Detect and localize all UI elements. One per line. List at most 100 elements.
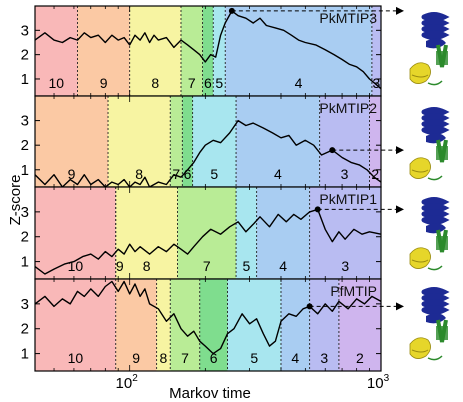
y-tick-label: 2: [21, 321, 29, 338]
marker-arrowhead: [396, 6, 404, 15]
segment-band: [115, 187, 178, 279]
y-tick-label: 2: [21, 137, 29, 154]
segment-band: [371, 6, 381, 96]
segment-band: [309, 187, 381, 279]
segment-label: 9: [100, 75, 108, 91]
loop: [427, 355, 443, 361]
segment-label: 8: [151, 75, 159, 91]
segment-band: [236, 96, 320, 187]
yellow-strand: [411, 169, 429, 173]
green-block: [436, 51, 448, 65]
segment-band: [170, 96, 183, 187]
panel-4: 10 9 8 7 6 5 4 3 2 1 2 3 PfMTIP: [21, 278, 404, 372]
segment-label: 10: [68, 350, 84, 366]
segment-band: [309, 279, 339, 371]
green-block: [436, 326, 448, 340]
y-tick-label: 3: [21, 22, 29, 39]
y-tick-label: 1: [21, 162, 29, 179]
segment-label: 9: [132, 350, 140, 366]
segment-band: [115, 279, 157, 371]
loop: [427, 175, 443, 181]
marker-arrowhead: [396, 302, 404, 311]
x-tick-label: 102: [116, 373, 139, 392]
protein-structure-4: [409, 287, 450, 361]
panel-2: 9 8 7 6 5 4 3 2 1 2 3 PkMTIP2: [21, 95, 404, 188]
series-line: [34, 10, 382, 90]
segment-label: 8: [135, 166, 143, 182]
helix-coil: [421, 30, 450, 40]
segment-band: [77, 6, 130, 96]
protein-structure-1: [409, 12, 450, 86]
y-tick-label: 1: [21, 71, 29, 88]
segment-band: [35, 96, 109, 187]
helix-coil: [421, 125, 450, 135]
segment-band: [156, 279, 171, 371]
y-tick-label: 3: [21, 296, 29, 313]
segment-band: [256, 187, 310, 279]
helix-body: [426, 38, 446, 49]
segment-band: [192, 96, 237, 187]
segment-label: 8: [143, 258, 151, 274]
yellow-strand: [411, 259, 429, 263]
segment-label: 10: [48, 75, 64, 91]
segment-band: [199, 279, 228, 371]
segment-band: [35, 6, 78, 96]
panel-title: PkMTIP3: [319, 10, 377, 26]
segment-label: 4: [295, 75, 303, 91]
marker-arrowhead: [396, 205, 404, 214]
segment-band: [108, 96, 171, 187]
helix-coil: [421, 305, 450, 315]
y-tick-label: 3: [21, 113, 29, 130]
protein-structure-2: [409, 107, 450, 181]
x-axis: 102 103: [116, 373, 390, 392]
y-axis-title: Z-score: [7, 175, 24, 226]
yellow-domain: [409, 247, 431, 269]
series-line: [34, 280, 382, 355]
segment-band: [280, 279, 310, 371]
x-axis-title: Markov time: [169, 385, 251, 402]
segment-label: 6: [204, 75, 212, 91]
loop: [427, 265, 443, 271]
segment-band: [182, 96, 193, 187]
segment-label: 8: [160, 350, 168, 366]
helix-body: [426, 313, 446, 324]
segment-label: 2: [356, 350, 364, 366]
segment-label: 5: [210, 166, 218, 182]
yellow-domain: [409, 157, 431, 179]
segment-label: 5: [215, 75, 223, 91]
segment-label: 6: [210, 350, 218, 366]
segment-label: 3: [341, 166, 349, 182]
segment-band: [170, 279, 200, 371]
helix-body: [426, 223, 446, 234]
segment-band: [338, 279, 381, 371]
helix-coil: [421, 215, 450, 225]
green-block: [436, 146, 448, 160]
panel-title: PkMTIP2: [319, 100, 377, 116]
segment-band: [180, 6, 203, 96]
series-line: [34, 208, 382, 275]
segment-label: 5: [250, 350, 258, 366]
segment-label: 3: [373, 75, 381, 91]
y-tick-label: 1: [21, 346, 29, 363]
segment-band: [319, 96, 370, 187]
protein-structures: [409, 12, 450, 361]
panel-title: PkMTIP1: [319, 191, 377, 207]
panel-title: PfMTIP: [330, 283, 377, 299]
y-tick-label: 2: [21, 47, 29, 64]
y-tick-label: 2: [21, 229, 29, 246]
panel-frame: [34, 278, 382, 372]
segment-band: [202, 6, 214, 96]
segment-band: [236, 187, 257, 279]
green-block: [436, 236, 448, 250]
segment-label: 7: [188, 75, 196, 91]
segment-band: [35, 187, 116, 279]
segment-label: 4: [279, 258, 287, 274]
y-tick-label: 3: [21, 204, 29, 221]
segment-label: 4: [274, 166, 282, 182]
yellow-strand: [411, 349, 429, 353]
segment-band: [129, 6, 181, 96]
segment-label: 7: [181, 350, 189, 366]
